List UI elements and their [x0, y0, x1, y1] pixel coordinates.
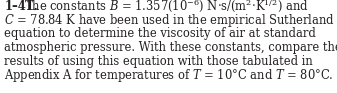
Text: equation to determine the viscosity of air at standard: equation to determine the viscosity of a…	[4, 27, 316, 40]
Text: atmospheric pressure. With these constants, compare the: atmospheric pressure. With these constan…	[4, 41, 337, 54]
Text: 1–41.: 1–41.	[4, 0, 38, 13]
Text: results of using this equation with those tabulated in: results of using this equation with thos…	[4, 55, 313, 68]
Text: The constants $\mathit{B}$ = 1.357(10$^{-6}$) N·s/(m$^{2}$·K$^{1/2}$) and: The constants $\mathit{B}$ = 1.357(10$^{…	[24, 0, 309, 14]
Text: $\mathit{C}$ = 78.84 K have been used in the empirical Sutherland: $\mathit{C}$ = 78.84 K have been used in…	[4, 12, 335, 29]
Text: Appendix A for temperatures of $\mathit{T}$ = 10°C and $\mathit{T}$ = 80°C.: Appendix A for temperatures of $\mathit{…	[4, 67, 334, 84]
